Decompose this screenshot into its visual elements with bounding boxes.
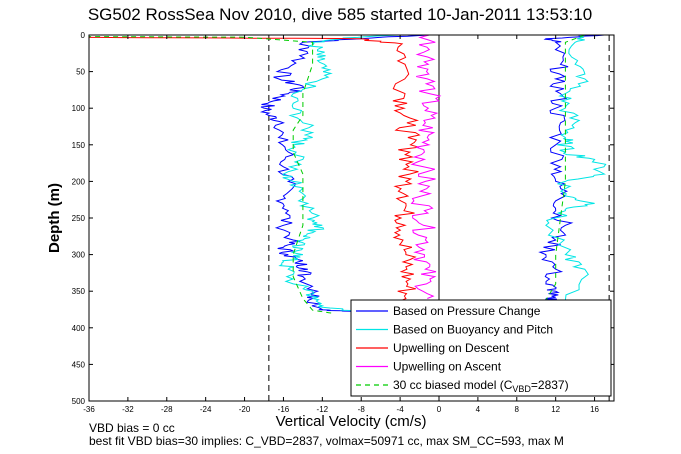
legend-label-suffix: =2837) [531,378,569,392]
legend-box [350,299,612,397]
x-tick-label: -12 [317,405,329,414]
series-line-6 [545,35,607,301]
x-tick-label: 0 [437,405,442,414]
x-axis-label: Vertical Velocity (cm/s) [276,413,427,430]
legend-label: Based on Pressure Change [393,304,541,318]
legend-label: Upwelling on Descent [393,341,510,355]
legend-label-text: Based on Buoyancy and Pitch [393,323,553,337]
x-tick-label: -4 [397,405,405,414]
legend-label-text: Based on Pressure Change [393,304,541,318]
legend-label: Upwelling on Ascent [393,360,502,374]
series-line-3 [410,35,442,299]
data-series [89,35,607,314]
y-tick-label: 400 [72,324,86,333]
y-tick-label: 50 [76,68,85,77]
y-tick-label: 100 [72,104,86,113]
y-tick-label: 500 [72,397,86,406]
series-line-7 [545,35,585,301]
x-tick-label: 4 [476,405,481,414]
y-tick-label: 0 [81,31,86,40]
x-tick-label: -16 [278,405,290,414]
legend-label: Based on Buoyancy and Pitch [393,323,553,337]
x-tick-label: -8 [358,405,366,414]
x-tick-label: 8 [515,405,520,414]
series-line-2 [89,36,421,314]
legend-label-text: Upwelling on Ascent [393,360,502,374]
y-axis-label: Depth (m) [46,183,63,253]
chart-title: SG502 RossSea Nov 2010, dive 585 started… [88,5,592,24]
y-tick-label: 250 [72,214,86,223]
y-axis: 0 50 100 150 200 250 300 350 400 450 500 [72,31,614,406]
y-tick-label: 300 [72,251,86,260]
legend-label-subscript: VBD [512,384,531,394]
series-line-0 [259,35,430,314]
x-tick-label: 16 [590,405,599,414]
legend-label-text: 30 cc biased model (C [393,378,513,392]
series-line-5 [538,35,605,301]
y-tick-label: 200 [72,177,86,186]
footer-line-1: VBD bias = 0 cc [89,421,175,435]
x-axis: -36 -32 -28 -24 -20 -16 -12 -8 -4 0 4 8 12 16 [83,35,600,414]
x-tick-label: -32 [122,405,134,414]
legend-label-text: Upwelling on Descent [393,341,510,355]
x-tick-label: -20 [239,405,251,414]
x-tick-label: -36 [83,405,95,414]
footer-line-2: best fit VBD bias=30 implies: C_VBD=2837… [89,434,564,448]
y-tick-label: 350 [72,287,86,296]
legend-label: 30 cc biased model (CVBD=2837) [393,378,569,394]
legend: Based on Pressure Change Based on Buoyanc… [350,299,612,397]
series-line-4 [89,36,333,314]
y-tick-label: 450 [72,360,86,369]
x-tick-label: 12 [551,405,560,414]
y-tick-label: 150 [72,141,86,150]
x-tick-label: -28 [161,405,173,414]
x-tick-label: -24 [200,405,212,414]
